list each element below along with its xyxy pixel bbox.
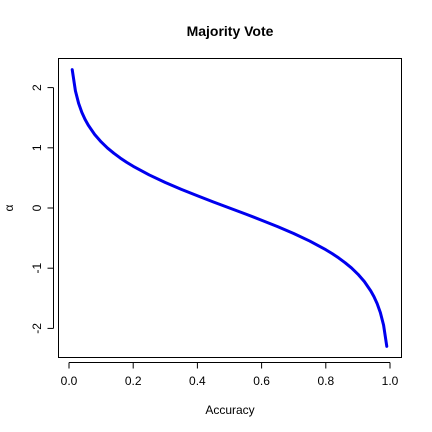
x-tick-label: 1.0 xyxy=(382,374,399,388)
y-tick-label: -1 xyxy=(30,263,44,274)
series-line xyxy=(70,68,389,348)
chart-title: Majority Vote xyxy=(187,23,274,39)
x-tick-label: 0.2 xyxy=(125,374,142,388)
x-tick-label: 0.4 xyxy=(189,374,206,388)
x-axis-label: Accuracy xyxy=(205,403,254,417)
y-tick-label: 1 xyxy=(30,144,44,151)
plot-area xyxy=(58,58,402,358)
y-tick-label: 0 xyxy=(30,204,44,211)
y-tick-label: -2 xyxy=(30,323,44,334)
x-tick-label: 0.8 xyxy=(317,374,334,388)
y-tick-label: 2 xyxy=(30,84,44,91)
x-tick-label: 0.0 xyxy=(61,374,78,388)
x-tick-label: 0.6 xyxy=(253,374,270,388)
x-axis: 0.0 0.2 0.4 0.6 0.8 1.0 xyxy=(61,362,399,388)
series-layer xyxy=(70,68,389,348)
plot-border xyxy=(58,58,402,358)
y-axis: -2 -1 0 1 2 xyxy=(30,84,54,334)
y-axis-label: α xyxy=(2,204,16,211)
